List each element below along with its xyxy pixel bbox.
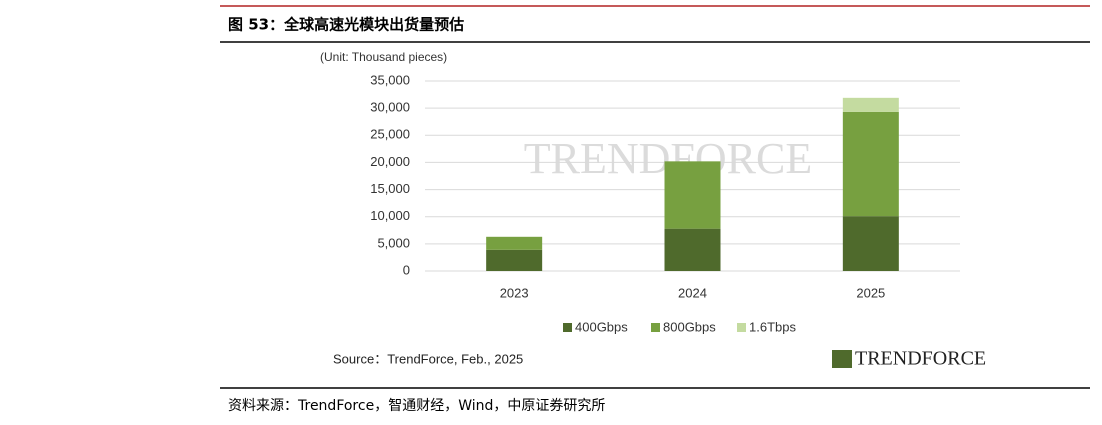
bar-segment (842, 97, 899, 112)
legend-swatch (651, 323, 660, 332)
y-tick-label: 25,000 (370, 127, 410, 142)
source: Source：TrendForce, Feb., 2025 (333, 351, 523, 366)
y-tick-label: 0 (403, 262, 410, 277)
logo-icon (832, 350, 852, 368)
footer: 资料来源：TrendForce，智通财经，Wind，中原证券研究所 (228, 398, 605, 414)
bar-segment (664, 228, 721, 271)
y-tick-label: 20,000 (370, 154, 410, 169)
y-tick-label: 10,000 (370, 208, 410, 223)
x-tick-label: 2025 (856, 285, 885, 300)
legend-swatch (737, 323, 746, 332)
bar-segment (486, 236, 543, 250)
y-tick-label: 15,000 (370, 181, 410, 196)
legend-label: 800Gbps (663, 319, 716, 334)
figure-title: 图 53：全球高速光模块出货量预估 (228, 16, 464, 34)
x-tick-label: 2023 (500, 285, 529, 300)
bar-segment (842, 111, 899, 217)
legend-label: 1.6Tbps (749, 319, 796, 334)
bar-segment (842, 216, 899, 271)
y-tick-label: 5,000 (377, 235, 410, 250)
y-tick-label: 35,000 (370, 72, 410, 87)
x-tick-label: 2024 (678, 285, 707, 300)
legend-label: 400Gbps (575, 319, 628, 334)
unit-label: (Unit: Thousand pieces) (320, 50, 447, 64)
bar-segment (486, 249, 543, 271)
logo: TRENDFORCE (855, 348, 986, 370)
legend-swatch (563, 323, 572, 332)
y-tick-label: 30,000 (370, 100, 410, 115)
bar-segment (664, 161, 721, 229)
